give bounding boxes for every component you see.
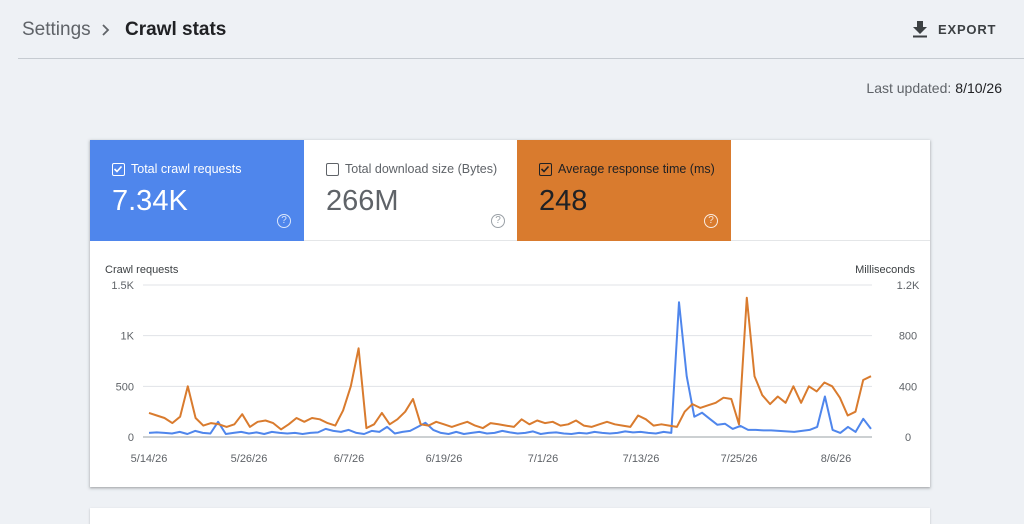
last-updated-label: Last updated: [866,80,952,96]
metric-average-response-time[interactable]: Average response time (ms) 248 ? [517,140,731,241]
x-tick-label: 7/13/26 [623,453,660,465]
x-tick-label: 6/19/26 [426,453,463,465]
top-bar: Settings Crawl stats EXPORT [0,0,1024,59]
help-icon[interactable]: ? [277,214,291,228]
help-icon[interactable]: ? [704,214,718,228]
metric-label: Total crawl requests [131,162,242,176]
metric-label: Total download size (Bytes) [345,162,498,176]
checkbox-checked[interactable] [539,163,552,176]
right-tick-label: 400 [899,381,917,393]
check-icon [113,165,123,173]
left-axis-title: Crawl requests [105,264,179,276]
metric-total-download-size[interactable]: Total download size (Bytes) 266M ? [304,140,518,241]
x-tick-label: 5/14/26 [131,453,168,465]
metric-value: 266M [326,185,399,217]
crawl-requests-line [148,301,872,435]
right-axis-title: Milliseconds [855,264,915,276]
metric-label: Average response time (ms) [558,162,715,176]
left-tick-label: 500 [116,381,134,393]
x-tick-label: 5/26/26 [231,453,268,465]
left-tick-label: 0 [128,432,134,444]
right-tick-label: 0 [905,432,911,444]
secondary-card [90,508,930,524]
x-tick-label: 6/7/26 [334,453,365,465]
checkbox-checked[interactable] [112,163,125,176]
help-icon[interactable]: ? [491,214,505,228]
metric-total-crawl-requests[interactable]: Total crawl requests 7.34K ? [90,140,304,241]
right-tick-label: 1.2K [897,280,920,292]
crawl-stats-chart: Crawl requests Milliseconds 0 0 500 400 1K 80… [105,264,920,465]
metric-value: 248 [539,185,588,217]
metric-value: 7.34K [112,185,188,217]
x-tick-label: 7/25/26 [721,453,758,465]
chart-gridlines [143,284,872,438]
chart-lines [148,296,872,435]
header-divider [18,58,1024,59]
export-button[interactable]: EXPORT [912,17,996,41]
x-tick-label: 8/6/26 [821,453,852,465]
last-updated-date: 8/10/26 [955,80,1002,96]
download-icon [913,21,927,38]
export-label: EXPORT [938,21,997,37]
chevron-right-icon [102,24,110,36]
crawl-stats-card: Total crawl requests 7.34K ? Total downl… [90,140,930,487]
x-tick-label: 7/1/26 [528,453,559,465]
left-tick-label: 1K [121,331,135,343]
breadcrumb-settings[interactable]: Settings [22,19,91,40]
right-tick-label: 800 [899,331,917,343]
check-icon [540,165,550,173]
left-tick-label: 1.5K [111,280,134,292]
response-time-line [148,296,872,431]
chart-ticks: 0 0 500 400 1K 800 1.5K 1.2K 5/14/26 5/26/26 6/7/2… [111,280,920,465]
page-title: Crawl stats [125,19,227,40]
metric-spacer [731,140,930,241]
last-updated: Last updated: 8/10/26 [866,80,1002,96]
checkbox-unchecked[interactable] [326,163,339,176]
